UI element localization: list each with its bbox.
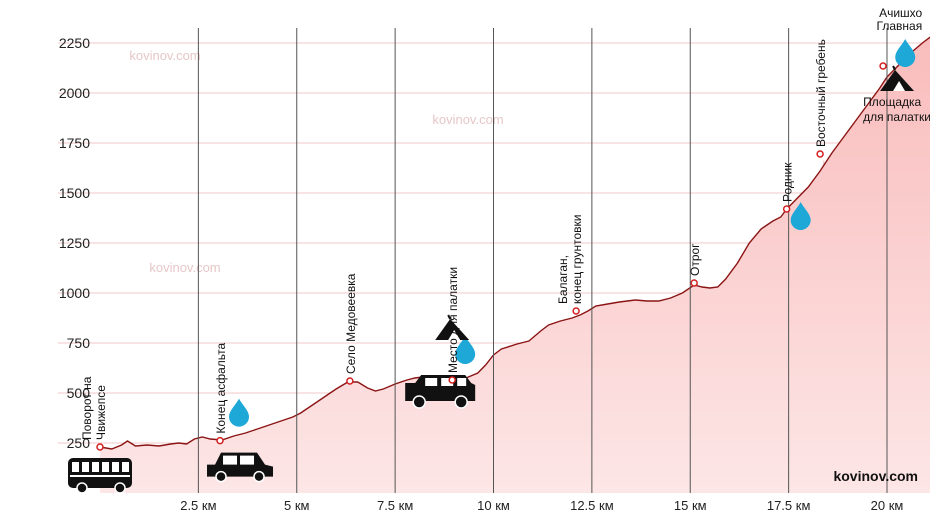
poi-label: Место для палатки [446,267,460,373]
watermark-text: kovinov.com [129,48,200,63]
y-tick-label: 1750 [59,135,90,151]
poi-label: Конец асфальта [214,343,228,434]
poi-label: Поворот на [80,376,94,440]
y-tick-label: 2000 [59,85,90,101]
tent-icon [435,314,470,340]
watermark-text: kovinov.com [432,112,503,127]
y-tick-label: 1000 [59,285,90,301]
poi-marker [879,62,887,70]
poi-marker [572,307,580,315]
poi-3: Место для палатки [405,267,476,409]
poi-4: Балаган, конец грунтовки [556,215,584,315]
poi-label: Восточный гребень [814,39,828,147]
poi-label: Родник [781,162,795,202]
water-drop-icon [455,336,476,364]
x-tick-label: 2.5 км [180,498,216,513]
y-tick-label: 2250 [59,35,90,51]
y-tick-label: 250 [67,435,91,451]
poi-marker [346,377,354,385]
water-drop-icon [229,398,250,427]
x-tick-label: 17.5 км [767,498,811,513]
poi-label: Чвижепсе [94,385,108,440]
poi-0: Поворот на Чвижепсе [68,376,132,494]
poi-marker [216,436,224,445]
poi-label: Отрог [688,243,702,276]
y-tick-label: 1500 [59,185,90,201]
poi-label: для палатки [863,110,930,124]
y-tick-label: 750 [67,335,91,351]
poi-marker [816,150,824,158]
poi-marker [448,376,456,384]
poi-marker [96,443,104,451]
points-of-interest: Поворот на Чвижепсе Конец асфальта Село Мед… [68,6,930,494]
y-axis-ticks: 250 500 750 1000 1250 1500 1750 2000 2250 [59,35,90,451]
poi-6: Родник [781,162,811,230]
water-drop-icon [790,202,811,230]
poi-1: Конец асфальта [207,343,274,483]
poi-marker [690,279,698,287]
poi-label: Площадка [863,95,921,109]
brand-label: kovinov.com [833,468,918,484]
poi-2: Село Медовеевка [344,273,358,385]
area-fill [100,37,930,493]
car-icon [207,452,274,483]
watermark-text: kovinov.com [149,260,220,275]
jeep-icon [405,375,476,409]
poi-5: Отрог [688,243,702,287]
poi-label: Село Медовеевка [344,273,358,374]
x-tick-label: 10 км [477,498,510,513]
poi-label: Ачишхо [879,6,922,20]
water-drop-icon [895,39,916,67]
elevation-line [99,36,930,450]
poi-label: Главная [877,19,923,33]
x-tick-label: 12.5 км [570,498,614,513]
x-tick-label: 5 км [284,498,310,513]
x-tick-label: 7.5 км [377,498,413,513]
x-axis-ticks: 2.5 км 5 км 7.5 км 10 км 12.5 км 15 км 17.5 км… [180,498,903,513]
x-tick-label: 20 км [871,498,904,513]
tent-icon [880,65,915,91]
poi-label: Балаган, [556,255,570,304]
y-tick-label: 500 [67,385,91,401]
x-tick-label: 15 км [674,498,707,513]
poi-marker [782,205,791,213]
vertical-gridlines [197,28,888,493]
elevation-area [99,36,930,493]
y-tick-label: 1250 [59,235,90,251]
bus-icon [68,458,132,494]
poi-label: конец грунтовки [570,215,584,304]
poi-7: Восточный гребень [814,39,828,158]
